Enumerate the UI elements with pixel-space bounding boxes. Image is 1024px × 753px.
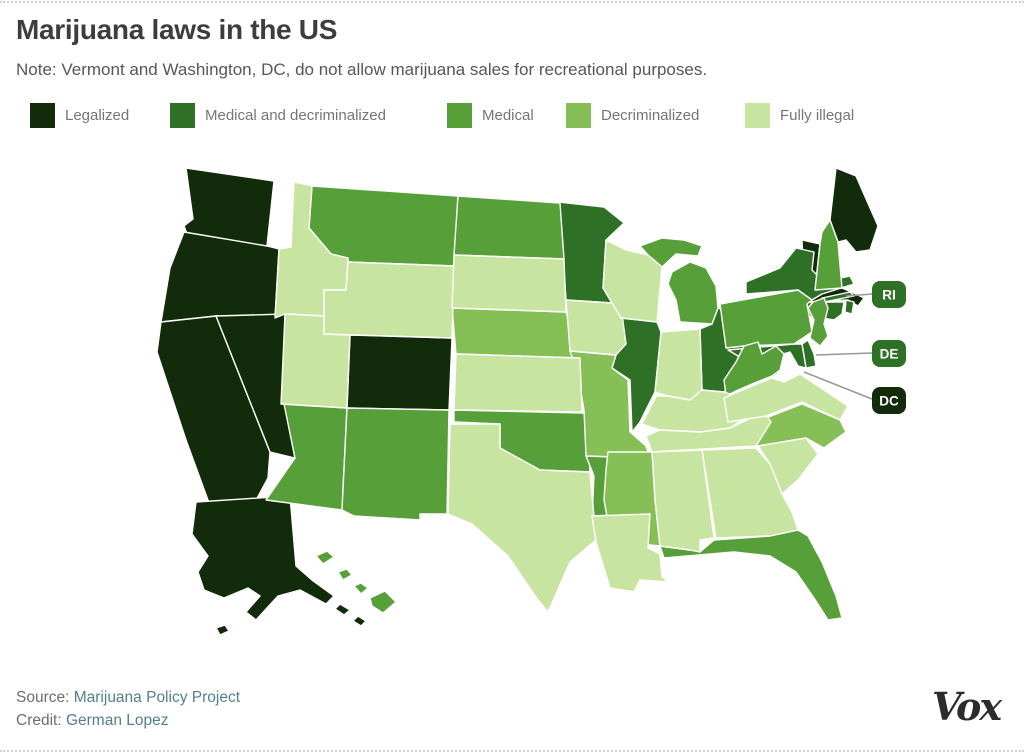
state-HI: Hawaii [315, 550, 397, 614]
chart-note: Note: Vermont and Washington, DC, do not… [16, 60, 708, 79]
state-CO: Colorado [346, 334, 453, 411]
callout-line-DC [803, 371, 873, 400]
header: Marijuana laws in the US [16, 14, 1006, 46]
credit-line: Credit: German Lopez [16, 709, 240, 732]
source-link[interactable]: Marijuana Policy Project [73, 689, 240, 706]
source-line: Source: Marijuana Policy Project [16, 686, 240, 709]
callout-line-RI [845, 293, 873, 297]
state-ND: North Dakota [453, 195, 565, 260]
svg-text:RI: RI [882, 288, 896, 303]
vox-logo: Vox [932, 684, 1002, 729]
callout-badge-DC: DC [872, 387, 906, 414]
legend-swatch-medical_decriminalized [170, 103, 195, 128]
legend-swatch-legalized [30, 103, 55, 128]
legend-label-decriminalized: Decriminalized [601, 107, 700, 124]
chart-title: Marijuana laws in the US [16, 14, 338, 45]
state-AK: Alaska [191, 495, 367, 636]
state-TX: Texas [447, 423, 597, 613]
credit-label: Credit: [16, 712, 62, 729]
callout-badge-DE: DE [872, 340, 906, 367]
state-IN: Indiana [654, 328, 703, 401]
legend-label-medical_decriminalized: Medical and decriminalized [205, 107, 386, 124]
state-RI: Rhode Island [844, 299, 855, 315]
legend-item-decriminalized: Decriminalized [566, 103, 699, 128]
state-GA: Georgia [701, 447, 799, 539]
state-VA: Virginia [723, 373, 849, 423]
svg-text:DE: DE [880, 347, 899, 362]
legend-item-medical: Medical [447, 103, 534, 128]
source-label: Source: [16, 689, 70, 706]
state-AL: Alabama [651, 449, 715, 553]
state-PA: Pennsylvania [719, 289, 813, 349]
bottom-divider [0, 750, 1024, 752]
state-SD: South Dakota [451, 254, 567, 313]
legend: Legalized Medical and decriminalized Medic… [0, 103, 1024, 131]
svg-text:DC: DC [879, 394, 899, 409]
legend-swatch-decriminalized [566, 103, 591, 128]
legend-swatch-fully_illegal [745, 103, 770, 128]
state-FL: Florida [659, 529, 843, 621]
state-WV: West Virginia [723, 341, 785, 397]
top-divider [0, 1, 1024, 3]
state-NE: Nebraska [451, 307, 581, 359]
credit-link[interactable]: German Lopez [65, 712, 169, 729]
callout-line-DE [815, 352, 873, 356]
state-NM: New Mexico [341, 407, 450, 521]
legend-swatch-medical [447, 103, 472, 128]
callout-badge-RI: RI [872, 281, 906, 308]
legend-label-legalized: Legalized [65, 107, 130, 124]
state-NH: New Hampshire [814, 219, 843, 291]
legend-item-medical_decriminalized: Medical and decriminalized [170, 103, 386, 128]
state-WI: Wisconsin [602, 239, 663, 323]
state-OR: Oregon [160, 231, 280, 323]
legend-label-fully_illegal: Fully illegal [780, 107, 855, 124]
footer: Source: Marijuana Policy Project Credit:… [16, 686, 240, 732]
state-KS: Kansas [453, 353, 583, 413]
legend-item-legalized: Legalized [30, 103, 129, 128]
legend-label-medical: Medical [482, 107, 534, 124]
state-LA: Louisiana [591, 513, 669, 593]
legend-item-fully_illegal: Fully illegal [745, 103, 854, 128]
state-NJ: New Jersey [807, 297, 829, 347]
